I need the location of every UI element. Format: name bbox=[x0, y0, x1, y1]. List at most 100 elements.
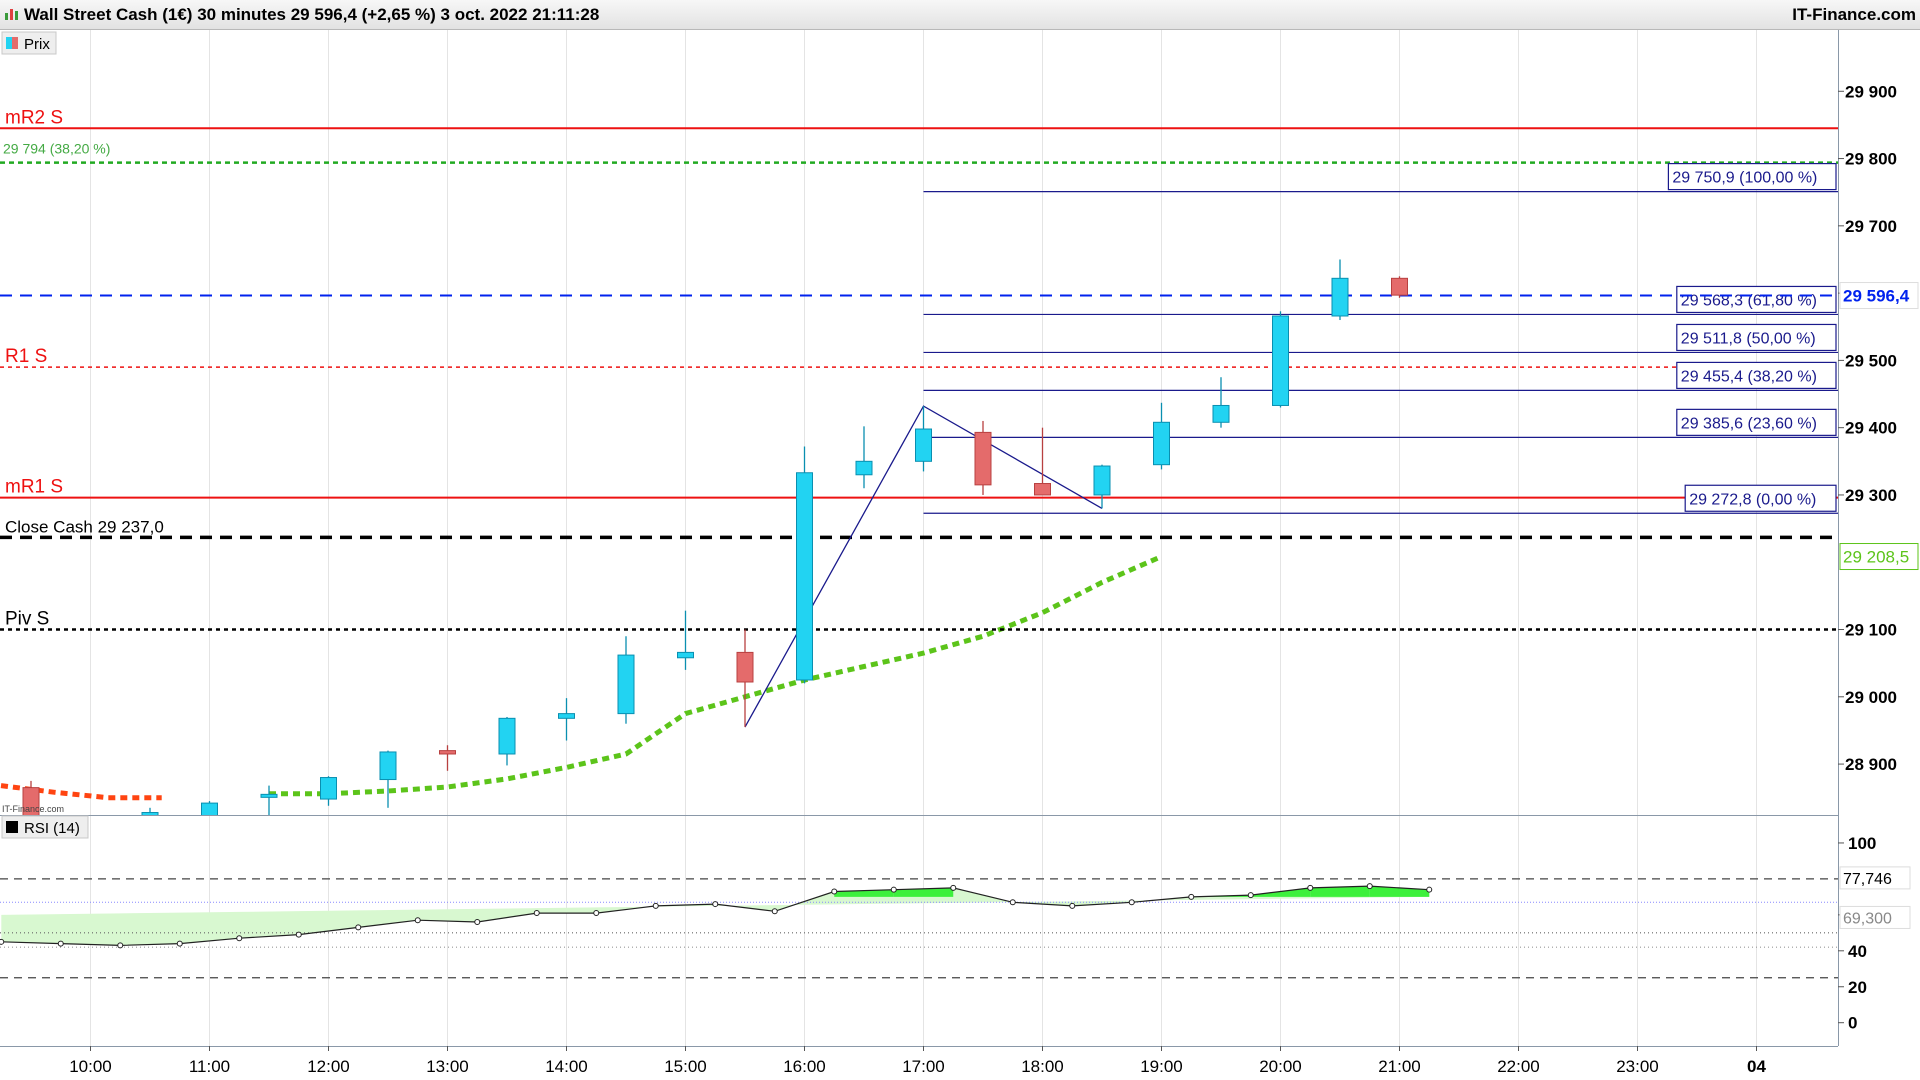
candle-body[interactable] bbox=[855, 460, 873, 476]
candle-body[interactable] bbox=[439, 750, 456, 755]
chart-background bbox=[0, 30, 1920, 1080]
candle-body[interactable] bbox=[1153, 421, 1170, 466]
rsi-point[interactable] bbox=[1366, 883, 1373, 890]
candle-body[interactable] bbox=[498, 717, 516, 755]
candle-body[interactable] bbox=[1272, 315, 1289, 406]
legend-price[interactable]: Prix bbox=[1, 31, 57, 55]
x-tick-label: 22:00 bbox=[1497, 1057, 1540, 1076]
y-tick-label: 29 900 bbox=[1845, 82, 1897, 101]
rsi-point[interactable] bbox=[1069, 902, 1076, 909]
chart-area[interactable]: mR2 S R1 S mR1 S Close Cash 29 237,0 Piv S 29… bbox=[0, 30, 1920, 1080]
candle-body[interactable] bbox=[1212, 404, 1230, 423]
rsi-point[interactable] bbox=[1009, 899, 1016, 906]
y-tick-label: 29 500 bbox=[1845, 351, 1897, 370]
candle-body[interactable] bbox=[796, 472, 813, 681]
rsi-point[interactable] bbox=[474, 919, 481, 926]
rsi-point[interactable] bbox=[1307, 884, 1314, 891]
x-tick-label: 16:00 bbox=[783, 1057, 826, 1076]
candle-body[interactable] bbox=[915, 428, 932, 462]
level-label: mR2 S bbox=[5, 107, 63, 128]
candle-body[interactable] bbox=[1093, 465, 1111, 496]
rsi-point[interactable] bbox=[236, 935, 243, 942]
candle-body[interactable] bbox=[736, 651, 754, 683]
candle-body[interactable] bbox=[22, 787, 40, 818]
level-label: Close Cash 29 237,0 bbox=[5, 517, 164, 536]
price-panel[interactable]: mR2 S R1 S mR1 S Close Cash 29 237,0 Piv S 29… bbox=[0, 107, 1838, 824]
rsi-y-tick-label: 0 bbox=[1848, 1014, 1857, 1033]
rsi-panel[interactable] bbox=[0, 878, 1838, 979]
candle-body[interactable] bbox=[320, 777, 337, 800]
rsi-overbought-fill bbox=[1310, 886, 1370, 897]
rsi-point[interactable] bbox=[1188, 893, 1195, 900]
legend-price-label: Prix bbox=[24, 36, 50, 53]
rsi-y-tick-label: 100 bbox=[1848, 834, 1876, 853]
brand-link[interactable]: IT-Finance.com bbox=[1792, 5, 1916, 24]
fibonacci-label-box bbox=[1684, 484, 1837, 512]
x-tick-label: 20:00 bbox=[1259, 1057, 1302, 1076]
rsi-point[interactable] bbox=[1128, 899, 1135, 906]
rsi-point[interactable] bbox=[355, 924, 362, 931]
legend-rsi[interactable]: RSI (14) bbox=[1, 815, 89, 839]
level-label: mR1 S bbox=[5, 477, 63, 498]
app-logo-icon bbox=[5, 9, 18, 20]
fibonacci-label: 29 385,6 (23,60 %) bbox=[1681, 415, 1817, 432]
x-tick-label: 11:00 bbox=[189, 1057, 230, 1076]
rsi-signal-badge bbox=[1839, 905, 1911, 929]
y-tick-label: 29 300 bbox=[1845, 486, 1897, 505]
moving-average-green bbox=[269, 554, 1163, 797]
rsi-point[interactable] bbox=[712, 901, 719, 908]
rsi-point[interactable] bbox=[950, 884, 957, 891]
rsi-point[interactable] bbox=[117, 942, 124, 949]
rsi-point[interactable] bbox=[414, 917, 421, 924]
rsi-point[interactable] bbox=[593, 910, 600, 917]
rsi-point[interactable] bbox=[831, 888, 838, 895]
rsi-point[interactable] bbox=[1426, 886, 1433, 893]
rsi-point[interactable] bbox=[771, 908, 778, 915]
x-tick-label: 13:00 bbox=[426, 1057, 469, 1076]
rsi-y-tick-label: 20 bbox=[1848, 978, 1867, 997]
x-tick-label: 14:00 bbox=[545, 1057, 588, 1076]
candle-body[interactable] bbox=[1331, 277, 1349, 317]
y-tick-label: 29 000 bbox=[1845, 688, 1897, 707]
rsi-point[interactable] bbox=[533, 910, 540, 917]
rsi-point[interactable] bbox=[1247, 892, 1254, 899]
candle-body[interactable] bbox=[141, 812, 159, 818]
x-tick-label: 19:00 bbox=[1140, 1057, 1183, 1076]
rsi-point[interactable] bbox=[0, 938, 5, 945]
rsi-point[interactable] bbox=[176, 940, 183, 947]
rsi-point[interactable] bbox=[295, 931, 302, 938]
x-tick-label: 21:00 bbox=[1378, 1057, 1421, 1076]
candle-body[interactable] bbox=[974, 431, 992, 486]
legend-rsi-label: RSI (14) bbox=[24, 820, 80, 837]
last-price-badge bbox=[1839, 282, 1919, 310]
y-tick-label: 29 700 bbox=[1845, 217, 1897, 236]
candle-body[interactable] bbox=[260, 793, 278, 798]
watermark: IT-Finance.com bbox=[2, 804, 64, 814]
candle-body[interactable] bbox=[558, 713, 575, 719]
rsi-signal-label: 69,300 bbox=[1843, 910, 1892, 927]
rsi-point[interactable] bbox=[57, 940, 64, 947]
candle-body[interactable] bbox=[1391, 277, 1408, 296]
candle-body[interactable] bbox=[201, 802, 218, 818]
candle-body[interactable] bbox=[379, 751, 397, 781]
level-label: Piv S bbox=[5, 609, 49, 630]
rsi-point[interactable] bbox=[652, 902, 659, 909]
x-tick-label: 18:00 bbox=[1021, 1057, 1064, 1076]
ma-badge bbox=[1839, 543, 1919, 571]
candle-body[interactable] bbox=[617, 654, 635, 715]
rsi-last-badge bbox=[1839, 866, 1911, 890]
x-tick-label: 10:00 bbox=[69, 1057, 112, 1076]
title-bar: Wall Street Cash (1€) 30 minutes 29 596,… bbox=[0, 0, 1920, 30]
rsi-last-label: 77,746 bbox=[1843, 871, 1892, 888]
rsi-y-tick-label: 40 bbox=[1848, 942, 1867, 961]
rsi-point[interactable] bbox=[890, 886, 897, 893]
fibonacci-label-box bbox=[1676, 285, 1837, 314]
candle-body[interactable] bbox=[677, 651, 694, 659]
x-tick-label: 23:00 bbox=[1616, 1057, 1659, 1076]
fibonacci-label-box bbox=[1676, 361, 1837, 390]
candle-body[interactable] bbox=[1034, 483, 1051, 496]
fibonacci-label: 29 511,8 (50,00 %) bbox=[1681, 330, 1816, 347]
fibonacci-label-box bbox=[1676, 408, 1837, 436]
y-tick-label: 29 100 bbox=[1845, 621, 1897, 640]
